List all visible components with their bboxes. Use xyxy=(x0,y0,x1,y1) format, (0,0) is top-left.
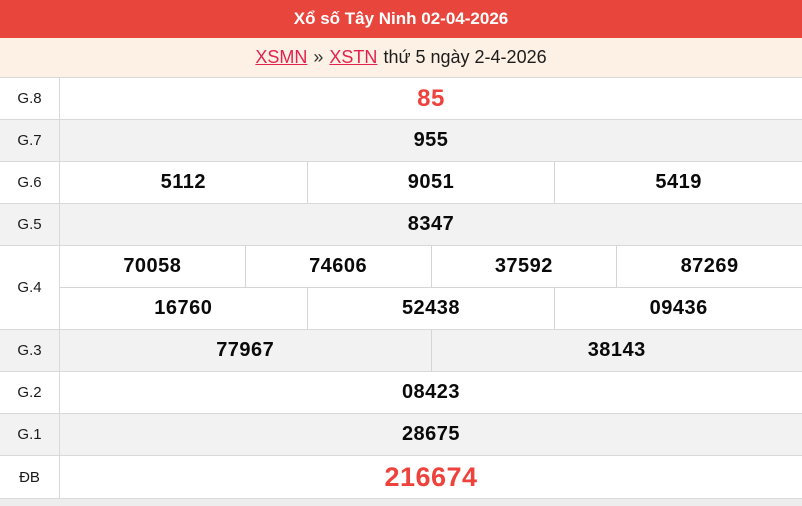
prize-values: 85 xyxy=(60,78,802,119)
prize-row-g3: G.3 77967 38143 xyxy=(0,330,802,372)
prize-sub-row: 16760 52438 09436 xyxy=(60,287,802,329)
prize-number: 38143 xyxy=(430,330,802,371)
prize-number: 85 xyxy=(417,84,445,112)
prize-label: G.5 xyxy=(0,204,60,245)
prize-label: G.2 xyxy=(0,372,60,413)
prize-values: 5112 9051 5419 xyxy=(60,162,802,203)
prize-number: 74606 xyxy=(244,246,431,287)
page-header: Xổ số Tây Ninh 02-04-2026 xyxy=(0,0,802,38)
prize-label: G.1 xyxy=(0,414,60,455)
prize-number: 5112 xyxy=(160,171,207,193)
prize-row-g8: G.8 85 xyxy=(0,78,802,120)
prize-number: 9051 xyxy=(306,162,555,203)
prize-sub-row: 77967 38143 xyxy=(60,330,802,371)
prize-number: 08423 xyxy=(401,381,461,403)
prize-number: 52438 xyxy=(306,288,555,329)
prize-sub-row: 955 xyxy=(60,120,802,161)
prize-number: 37592 xyxy=(430,246,617,287)
prize-sub-row: 08423 xyxy=(60,372,802,413)
prize-row-g6: G.6 5112 9051 5419 xyxy=(0,162,802,204)
breadcrumb-link-xsmn[interactable]: XSMN xyxy=(255,47,308,67)
prize-number: 77967 xyxy=(216,339,275,361)
prize-row-g5: G.5 8347 xyxy=(0,204,802,246)
prize-number: 09436 xyxy=(554,288,802,329)
prize-row-g7: G.7 955 xyxy=(0,120,802,162)
prize-row-g1: G.1 28675 xyxy=(0,414,802,456)
prize-values: 28675 xyxy=(60,414,802,455)
prize-number: 16760 xyxy=(154,297,213,319)
prize-sub-row: 5112 9051 5419 xyxy=(60,162,802,203)
prize-label: G.4 xyxy=(0,246,60,329)
prize-number: 8347 xyxy=(407,213,455,235)
prize-sub-row: 8347 xyxy=(60,204,802,245)
breadcrumb-date-text: thứ 5 ngày 2-4-2026 xyxy=(383,47,547,67)
prize-sub-row: 85 xyxy=(60,78,802,119)
prize-number: 70058 xyxy=(123,255,182,277)
prize-values: 216674 xyxy=(60,456,802,498)
prize-label: G.7 xyxy=(0,120,60,161)
prize-values: 70058 74606 37592 87269 16760 52438 09436 xyxy=(60,246,802,329)
prize-values: 955 xyxy=(60,120,802,161)
prize-values: 8347 xyxy=(60,204,802,245)
prize-label: G.8 xyxy=(0,78,60,119)
prize-number: 216674 xyxy=(384,461,478,492)
results-table: G.8 85 G.7 955 G.6 5112 9051 5419 G.5 8347 G.4 7005… xyxy=(0,77,802,499)
prize-row-đb: ĐB 216674 xyxy=(0,456,802,499)
prize-row-g2: G.2 08423 xyxy=(0,372,802,414)
prize-sub-row: 216674 xyxy=(60,456,802,498)
prize-values: 08423 xyxy=(60,372,802,413)
prize-label: G.3 xyxy=(0,330,60,371)
prize-values: 77967 38143 xyxy=(60,330,802,371)
prize-sub-row: 70058 74606 37592 87269 xyxy=(60,246,802,287)
prize-label: G.6 xyxy=(0,162,60,203)
prize-sub-row: 28675 xyxy=(60,414,802,455)
breadcrumb: XSMN » XSTN thứ 5 ngày 2-4-2026 xyxy=(0,38,802,77)
prize-number: 87269 xyxy=(616,246,802,287)
breadcrumb-link-xstn[interactable]: XSTN xyxy=(329,47,378,67)
breadcrumb-separator: » xyxy=(313,47,324,67)
prize-row-g4: G.4 70058 74606 37592 87269 16760 52438 09436 xyxy=(0,246,802,330)
prize-label: ĐB xyxy=(0,456,60,498)
page-title: Xổ số Tây Ninh 02-04-2026 xyxy=(293,9,509,28)
prize-number: 5419 xyxy=(554,162,802,203)
prize-number: 955 xyxy=(413,129,449,151)
prize-number: 28675 xyxy=(401,423,461,445)
